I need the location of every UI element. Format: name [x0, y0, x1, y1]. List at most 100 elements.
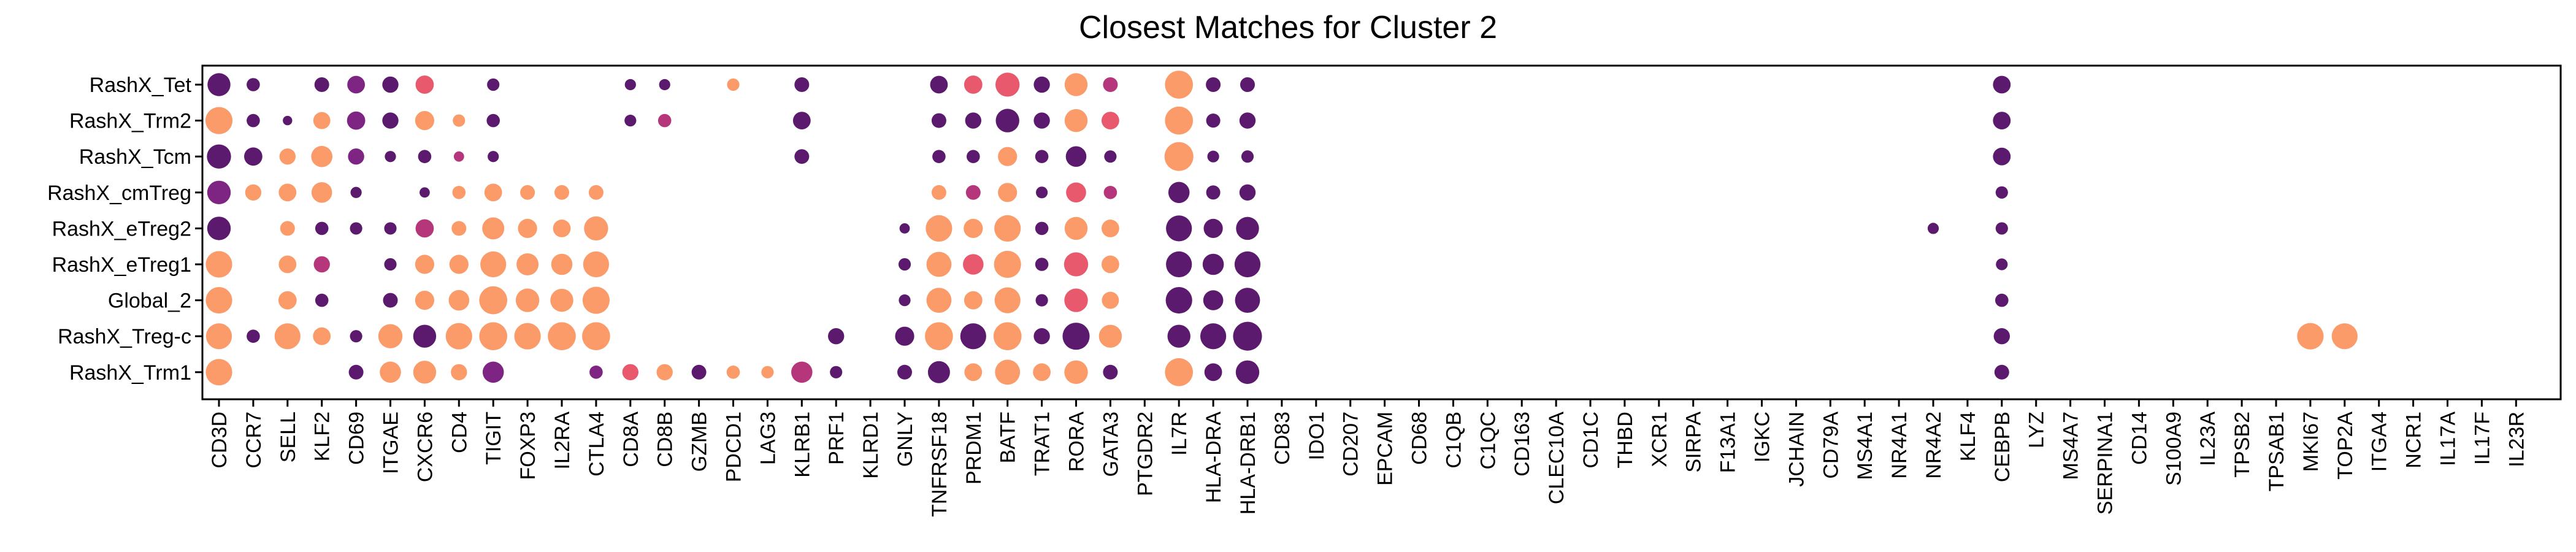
dot [1207, 150, 1219, 163]
y-tick-label: Global_2 [108, 289, 191, 313]
dot [1200, 323, 1227, 350]
x-tick-label: CD79A [1819, 412, 1842, 479]
dot [451, 364, 467, 380]
x-axis-labels: CD3D CCR7 SELL KLF2 CD69 ITGAE CXCR6 CD4 TIGIT FO… [208, 399, 2528, 517]
dot [998, 183, 1018, 202]
dot [1064, 288, 1088, 312]
dot [791, 361, 813, 383]
x-tick-label: IL23A [2196, 412, 2220, 466]
dot [274, 323, 301, 350]
chart-title: Closest Matches for Cluster 2 [1079, 10, 1497, 45]
dot [1204, 363, 1222, 381]
dot [1035, 294, 1048, 307]
dot [1103, 364, 1118, 380]
y-tick-label: RashX_Trm2 [69, 110, 191, 133]
dot [1993, 328, 2010, 345]
dot [1168, 182, 1190, 204]
dot [516, 253, 539, 275]
dot [589, 366, 603, 379]
dot [479, 286, 507, 315]
x-tick-label: KLRD1 [859, 412, 883, 479]
dot [280, 221, 295, 236]
dot [1065, 146, 1087, 167]
dot [994, 287, 1021, 313]
x-tick-label: LAG3 [756, 412, 780, 465]
dot [964, 291, 983, 310]
dot [278, 291, 297, 310]
x-tick-label: CD4 [448, 412, 471, 453]
dot [313, 112, 331, 129]
dot [1239, 112, 1256, 129]
dot [898, 258, 911, 271]
x-tick-label: CD69 [345, 412, 369, 465]
dot [382, 112, 399, 129]
dot [582, 322, 610, 350]
x-tick-label: TIGIT [482, 412, 505, 465]
dot [247, 113, 260, 128]
dot [998, 147, 1018, 166]
x-tick-label: CD83 [1271, 412, 1294, 465]
dot [311, 182, 332, 203]
x-tick-label: IGKC [1751, 412, 1774, 462]
dot [931, 113, 946, 128]
x-tick-label: IL17F [2471, 412, 2494, 465]
dot [1103, 77, 1118, 92]
dot [413, 324, 437, 348]
dot [1993, 147, 2011, 166]
x-tick-label: FOXP3 [516, 412, 540, 480]
dot [1035, 258, 1049, 271]
x-tick-label: CTLA4 [585, 412, 608, 477]
x-tick-label: KLRB1 [791, 412, 814, 478]
dot [380, 361, 401, 383]
dot [1236, 217, 1259, 240]
dot [1102, 255, 1119, 274]
dot [1239, 184, 1256, 201]
dot [1064, 360, 1088, 384]
dot [554, 185, 569, 200]
dot [415, 219, 434, 238]
dot [207, 180, 231, 204]
dot [960, 323, 986, 350]
dot [1033, 76, 1050, 93]
dot [384, 222, 397, 235]
dot [1993, 112, 2011, 130]
dot [926, 288, 952, 313]
y-tick-label: RashX_eTreg1 [52, 253, 191, 277]
dot [659, 79, 670, 91]
y-tick-label: RashX_Trm1 [69, 361, 191, 385]
dot [995, 72, 1020, 97]
dot [311, 145, 332, 167]
dot [1241, 150, 1254, 163]
dot [378, 324, 403, 348]
x-tick-label: GATA3 [1099, 412, 1122, 477]
dot [1104, 150, 1117, 163]
x-tick-label: CD68 [1408, 412, 1432, 465]
x-tick-label: TNFRSF18 [928, 412, 951, 517]
dot [2297, 323, 2324, 350]
dot [792, 112, 811, 130]
dot [656, 364, 673, 380]
dot [895, 326, 914, 346]
y-tick-label: RashX_eTreg2 [52, 217, 191, 240]
dot [897, 364, 912, 380]
x-tick-label: NCR1 [2402, 412, 2426, 469]
dot [794, 77, 810, 92]
dot [278, 183, 297, 202]
dot [582, 286, 610, 314]
x-tick-label: IDO1 [1305, 412, 1328, 460]
dot [1103, 186, 1117, 199]
dot [1064, 73, 1088, 96]
dot [994, 250, 1021, 278]
dot [1064, 252, 1089, 277]
x-tick-label: GZMB [688, 412, 711, 472]
dot [1206, 77, 1221, 92]
dot [420, 187, 430, 198]
dot [205, 359, 232, 386]
x-tick-label: PRDM1 [962, 412, 986, 485]
dot [551, 253, 573, 275]
dot [1234, 251, 1261, 278]
x-tick-label: TRAT1 [1031, 412, 1054, 476]
dot [1102, 291, 1119, 309]
dot [488, 151, 499, 163]
x-tick-label: SERPINA1 [2094, 412, 2117, 515]
